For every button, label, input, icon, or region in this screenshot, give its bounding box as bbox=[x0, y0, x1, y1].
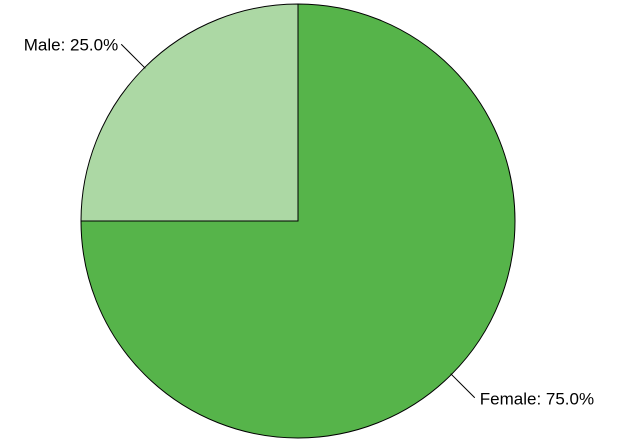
data-label: Female: 75.0% bbox=[480, 389, 594, 408]
leader-line bbox=[450, 373, 476, 399]
data-label: Male: 25.0% bbox=[24, 36, 119, 55]
leader-line bbox=[120, 43, 146, 69]
